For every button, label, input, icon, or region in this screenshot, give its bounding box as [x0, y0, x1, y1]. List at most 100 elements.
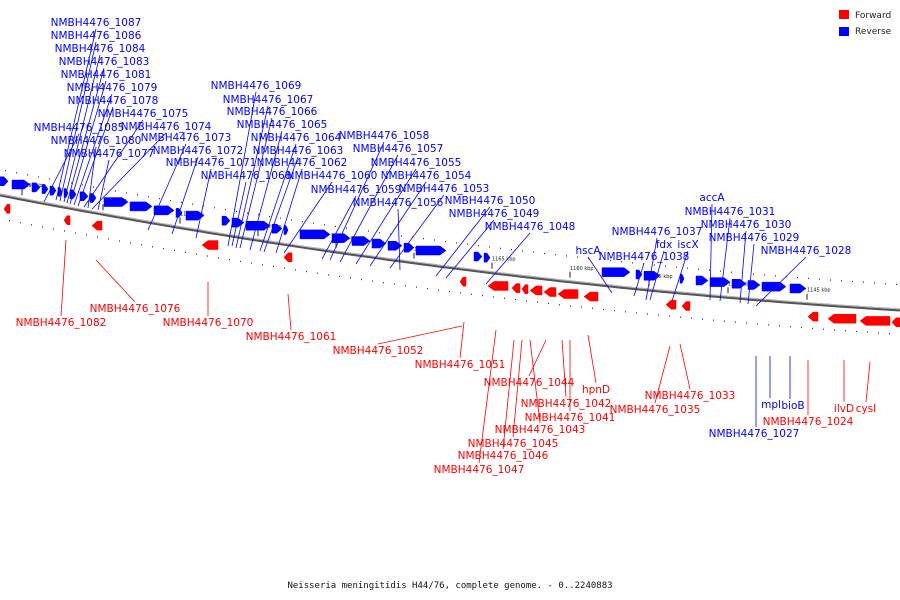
minor-tick: [445, 240, 446, 243]
minor-tick: [75, 232, 76, 234]
leader-line: [66, 67, 105, 204]
reverse-gene-arrow: [271, 223, 283, 234]
minor-tick: [599, 258, 600, 261]
minor-tick: [49, 178, 50, 180]
minor-tick: [394, 283, 395, 285]
legend-label-forward: Forward: [855, 11, 891, 21]
forward-gene-arrow: [583, 291, 599, 302]
reverse-gene-label: NMBH4476_1056: [353, 197, 444, 209]
minor-tick: [801, 326, 802, 329]
minor-tick: [658, 314, 659, 316]
forward-gene-label: NMBH4476_1047: [434, 464, 525, 476]
forward-gene-arrow: [557, 289, 579, 299]
leader-line: [865, 361, 871, 403]
leader-line: [147, 143, 187, 231]
minor-tick: [306, 271, 307, 273]
minor-tick: [9, 220, 10, 222]
minor-tick: [383, 282, 384, 284]
reverse-gene-label: NMBH4476_1054: [381, 170, 472, 182]
minor-tick: [203, 205, 204, 207]
minor-tick: [141, 244, 142, 246]
minor-tick: [5, 170, 6, 172]
forward-gene-label: NMBH4476_1082: [16, 317, 107, 329]
minor-tick: [236, 210, 237, 212]
minor-tick: [867, 331, 868, 333]
leader-line: [275, 168, 303, 254]
reverse-gene-arrow: [41, 184, 49, 194]
reverse-gene-arrow: [483, 252, 491, 263]
minor-tick: [416, 286, 417, 288]
gene-features: [0, 176, 900, 328]
reverse-gene-arrow: [175, 208, 183, 218]
leader-line: [739, 230, 747, 304]
forward-gene-label: NMBH4476_1043: [495, 424, 586, 436]
backbone-line: [0, 193, 900, 312]
reverse-gene-arrow: [11, 179, 31, 190]
tick-label: 1165 kbp: [492, 257, 516, 263]
leader-line: [60, 239, 67, 317]
reverse-gene-label: NMBH4476_1055: [371, 157, 462, 169]
forward-gene-arrow: [91, 220, 103, 231]
minor-tick: [240, 260, 241, 262]
reverse-gene-arrow: [473, 251, 483, 262]
minor-tick: [874, 282, 875, 284]
reverse-gene-arrow: [731, 278, 747, 289]
leader-line: [485, 232, 531, 285]
minor-tick: [280, 217, 281, 219]
forward-gene-label: cysI: [856, 403, 877, 415]
leader-line: [587, 334, 597, 384]
leader-line: [339, 154, 399, 263]
reverse-gene-label: NMBH4476_1031: [685, 206, 776, 218]
minor-tick: [559, 304, 560, 306]
reverse-gene-arrow: [63, 188, 69, 198]
minor-tick: [438, 289, 439, 291]
leader-line: [645, 237, 658, 301]
legend-swatch-forward: [839, 10, 849, 19]
leader-line: [195, 168, 212, 239]
forward-gene-arrow: [511, 283, 521, 293]
leader-line: [528, 339, 547, 377]
leader-line: [633, 262, 645, 297]
forward-gene-arrow: [487, 281, 509, 291]
minor-tick: [108, 238, 109, 240]
leader-line: [171, 156, 199, 235]
reverse-gene-arrow: [153, 205, 175, 216]
minor-tick: [544, 252, 545, 255]
minor-tick: [709, 269, 710, 271]
leader-line: [87, 146, 97, 209]
reverse-gene-label: NMBH4476_1087: [51, 17, 142, 29]
minor-tick: [405, 285, 406, 287]
minor-tick: [878, 332, 879, 334]
reverse-gene-label: NMBH4476_1064: [251, 132, 342, 144]
reverse-gene-arrow: [601, 267, 631, 277]
minor-tick: [313, 222, 314, 224]
leader-line: [755, 256, 807, 307]
minor-tick: [86, 234, 87, 236]
reverse-gene-label: bioB: [781, 400, 804, 412]
reverse-gene-label: NMBH4476_1063: [253, 145, 344, 157]
forward-gene-label: NMBH4476_1044: [484, 377, 575, 389]
forward-gene-arrow: [63, 215, 71, 225]
minor-tick: [104, 188, 105, 190]
minor-tick: [372, 280, 373, 282]
minor-tick: [896, 283, 897, 285]
reverse-gene-arrow: [129, 201, 153, 212]
minor-tick: [669, 315, 670, 317]
minor-tick: [27, 174, 28, 176]
minor-tick: [218, 257, 219, 259]
reverse-gene-arrow: [221, 215, 231, 226]
minor-tick: [163, 248, 164, 250]
forward-gene-label: NMBH4476_1041: [525, 412, 616, 424]
reverse-gene-label: NMBH4476_1067: [223, 94, 314, 106]
leader-line: [283, 181, 333, 254]
forward-gene-label: NMBH4476_1076: [90, 303, 181, 315]
leader-line: [55, 28, 97, 201]
leader-line: [63, 54, 101, 203]
minor-tick: [863, 281, 864, 283]
minor-tick: [258, 214, 259, 216]
minor-tick: [302, 221, 303, 223]
leader-line: [355, 168, 417, 265]
reverse-gene-label: NMBH4476_1037: [612, 226, 703, 238]
minor-tick: [478, 245, 479, 247]
minor-tick: [581, 306, 582, 308]
